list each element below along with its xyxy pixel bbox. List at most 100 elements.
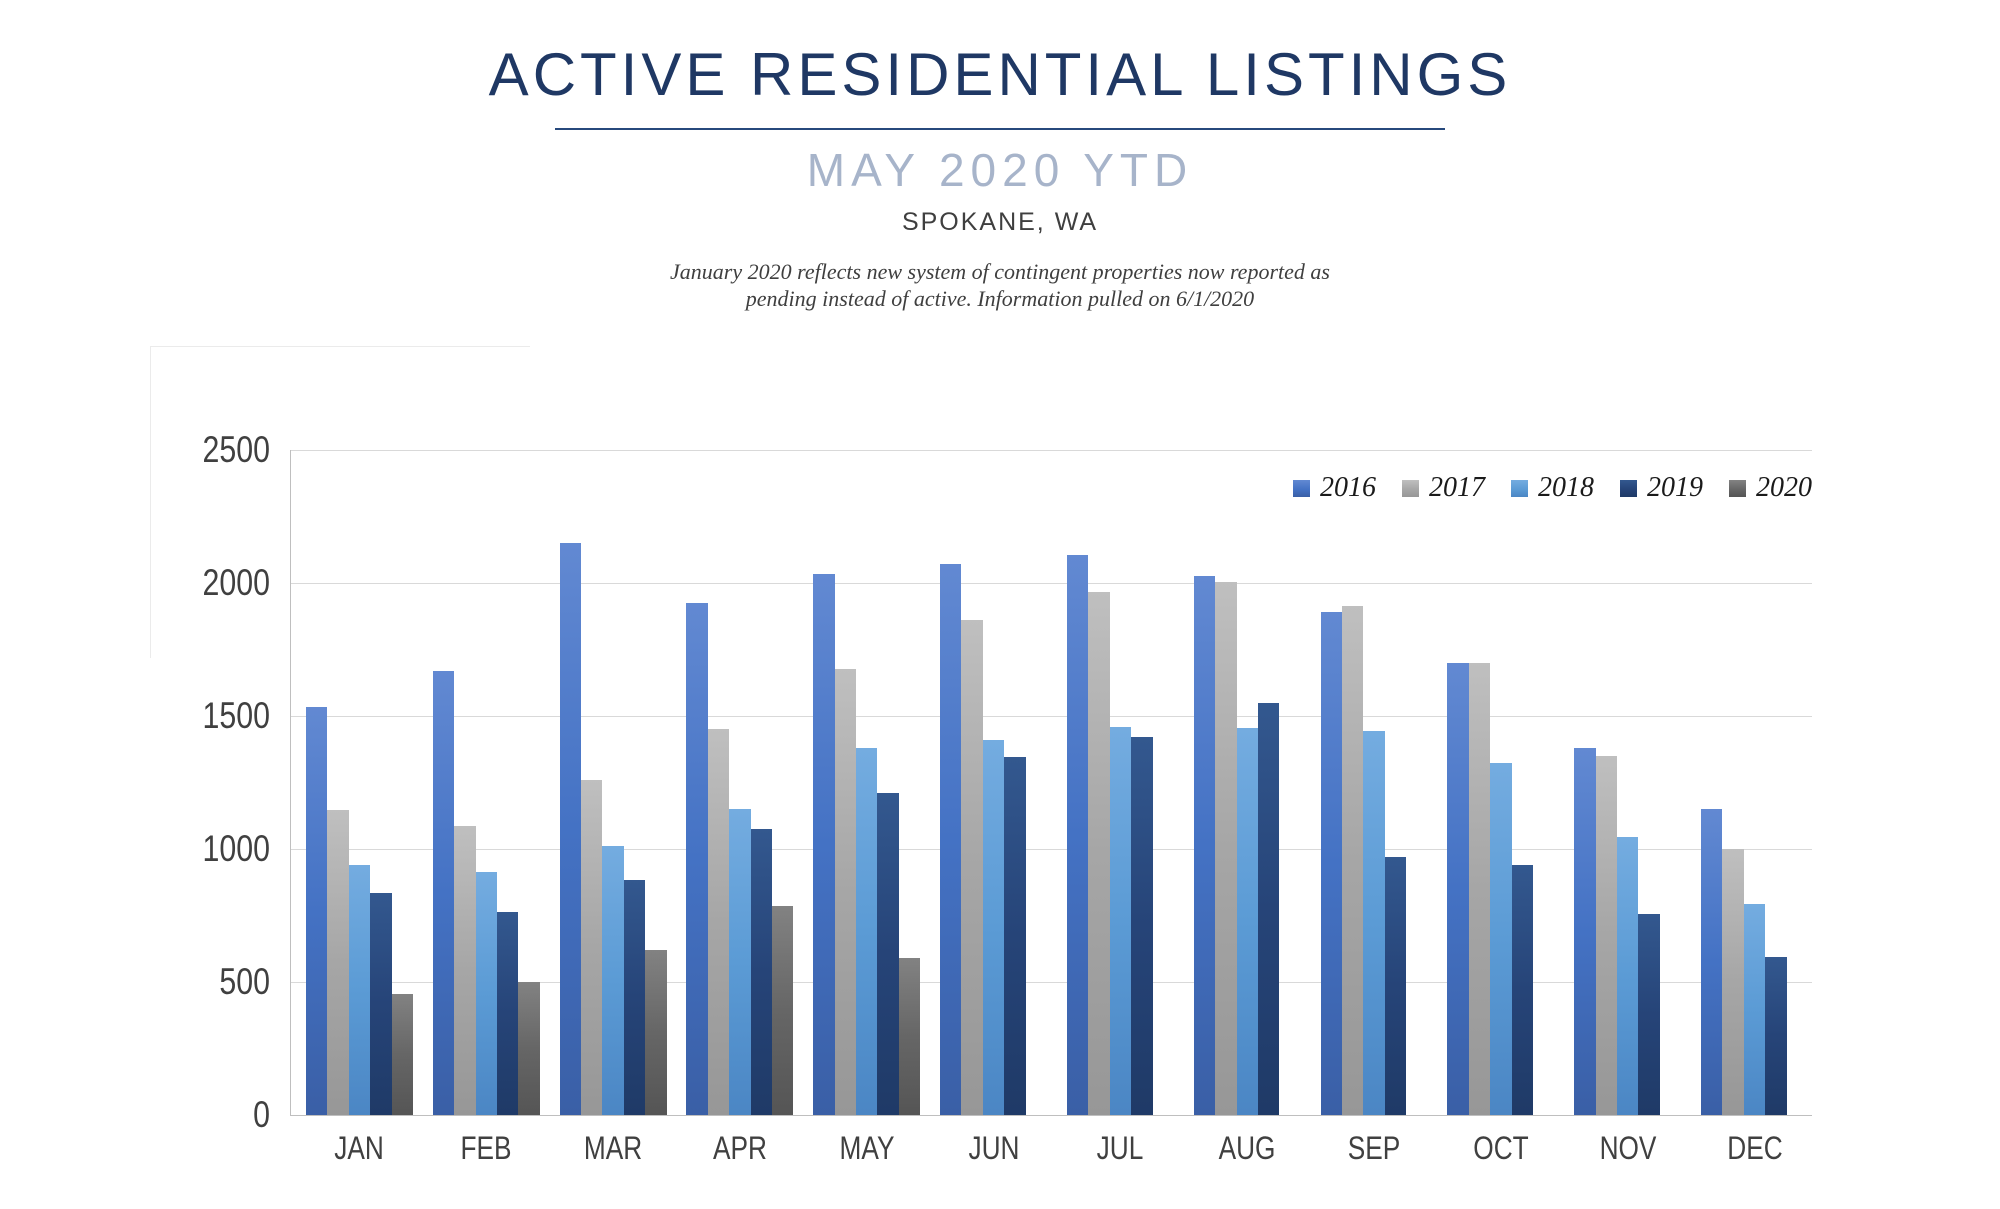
legend-label-2020: 2020 xyxy=(1756,472,1812,503)
legend-swatch-2020 xyxy=(1729,479,1746,497)
bar-2016-may xyxy=(813,573,835,1115)
x-axis-label-feb: FEB xyxy=(460,1130,512,1166)
bar-2017-feb xyxy=(454,826,476,1115)
legend-item-2018: 2018 xyxy=(1511,474,1594,502)
bar-2019-oct xyxy=(1511,864,1533,1115)
chart-legend: 2016 2017 2018 2019 2020 xyxy=(1293,474,1812,502)
bar-2017-dec xyxy=(1722,849,1744,1115)
y-axis-tick-500: 500 xyxy=(219,961,270,1002)
bar-2017-jul xyxy=(1088,592,1110,1115)
bar-2019-feb xyxy=(496,911,519,1115)
gridline-500 xyxy=(290,982,1812,983)
y-axis-tick-2500: 2500 xyxy=(202,429,270,470)
x-axis-line xyxy=(290,1115,1812,1116)
bar-2019-may xyxy=(877,793,899,1115)
y-axis-tick-1500: 1500 xyxy=(202,695,270,736)
bar-2019-dec xyxy=(1765,956,1787,1115)
x-axis-label-jul: JUL xyxy=(1097,1130,1144,1166)
bar-2016-feb xyxy=(432,670,455,1115)
page-title: ACTIVE RESIDENTIAL LISTINGS xyxy=(488,41,1512,108)
bar-2019-sep xyxy=(1384,856,1407,1115)
chart-frame-edge-left xyxy=(150,346,151,658)
bar-2018-jan xyxy=(348,864,371,1115)
legend-item-2019: 2019 xyxy=(1620,474,1703,502)
bar-2016-nov xyxy=(1574,747,1596,1115)
bar-2018-oct xyxy=(1490,762,1512,1115)
title-underline xyxy=(555,128,1445,130)
bar-2019-nov xyxy=(1638,914,1660,1115)
bar-2019-jan xyxy=(370,892,392,1115)
bar-2020-may xyxy=(898,958,921,1115)
bar-2018-dec xyxy=(1743,903,1766,1115)
x-axis-label-may: MAY xyxy=(839,1130,895,1166)
legend-item-2020: 2020 xyxy=(1729,474,1812,502)
bar-2016-mar xyxy=(559,543,581,1115)
legend-label-2016: 2016 xyxy=(1320,472,1376,503)
bar-2016-aug xyxy=(1193,576,1216,1115)
bar-2017-mar xyxy=(580,779,603,1115)
x-axis-label-apr: APR xyxy=(712,1130,767,1166)
chart-frame-edge-top xyxy=(150,346,530,347)
bar-2018-may xyxy=(856,747,878,1115)
x-axis-label-nov: NOV xyxy=(1599,1130,1657,1166)
legend-swatch-2017 xyxy=(1402,479,1419,497)
bar-2016-jun xyxy=(940,564,962,1115)
legend-item-2016: 2016 xyxy=(1293,474,1376,502)
bar-2017-aug xyxy=(1215,581,1237,1115)
bar-2018-aug xyxy=(1236,727,1258,1115)
bar-2020-apr xyxy=(772,906,794,1115)
page-subtitle: MAY 2020 YTD xyxy=(806,144,1194,196)
legend-label-2017: 2017 xyxy=(1429,472,1485,503)
y-axis-tick-1000: 1000 xyxy=(202,828,270,869)
x-axis-label-oct: OCT xyxy=(1473,1130,1529,1166)
y-axis-tick-0: 0 xyxy=(253,1094,270,1135)
x-axis-label-mar: MAR xyxy=(583,1130,643,1166)
legend-swatch-2016 xyxy=(1293,479,1310,497)
bar-2018-mar xyxy=(602,846,624,1115)
gridline-1000 xyxy=(290,849,1812,850)
x-axis-label-jan: JAN xyxy=(334,1130,385,1166)
x-axis-label-jun: JUN xyxy=(968,1130,1020,1166)
bar-2019-apr xyxy=(750,829,772,1115)
footnote-line-2: pending instead of active. Information p… xyxy=(745,286,1255,311)
y-axis-tick-2000: 2000 xyxy=(202,562,270,603)
bar-2018-jul xyxy=(1109,726,1132,1115)
bar-2018-sep xyxy=(1363,730,1385,1115)
legend-swatch-2019 xyxy=(1620,479,1637,497)
bar-2017-nov xyxy=(1595,755,1618,1115)
bar-2017-apr xyxy=(707,729,730,1115)
gridline-2000 xyxy=(290,583,1812,584)
gridline-2500 xyxy=(290,450,1812,451)
footnote-line-1: January 2020 reflects new system of cont… xyxy=(670,259,1330,284)
bar-2020-mar xyxy=(645,950,667,1115)
gridline-1500 xyxy=(290,716,1812,717)
bar-2019-aug xyxy=(1257,702,1280,1115)
bar-2019-jul xyxy=(1131,737,1153,1115)
legend-swatch-2018 xyxy=(1511,479,1528,497)
bar-2016-oct xyxy=(1447,662,1469,1115)
x-axis-label-aug: AUG xyxy=(1218,1130,1276,1166)
legend-label-2019: 2019 xyxy=(1647,472,1703,503)
bar-2019-mar xyxy=(623,879,646,1115)
bar-2020-feb xyxy=(518,982,540,1115)
bar-2018-feb xyxy=(475,871,497,1115)
bar-2017-jan xyxy=(327,810,349,1115)
bar-2017-oct xyxy=(1468,662,1491,1115)
bar-2018-apr xyxy=(729,809,751,1115)
x-axis-label-dec: DEC xyxy=(1726,1130,1783,1166)
legend-label-2018: 2018 xyxy=(1538,472,1594,503)
footnote: January 2020 reflects new system of cont… xyxy=(0,258,2000,312)
bar-2016-dec xyxy=(1701,809,1723,1115)
location-label: SPOKANE, WA xyxy=(901,208,1099,236)
bar-2016-jul xyxy=(1066,555,1089,1115)
bar-2017-may xyxy=(834,669,857,1115)
bar-2018-jun xyxy=(982,739,1005,1115)
bar-2018-nov xyxy=(1617,837,1639,1115)
bar-2020-jan xyxy=(391,993,413,1115)
bar-2019-jun xyxy=(1004,757,1026,1115)
y-axis-line xyxy=(290,450,291,1116)
legend-item-2017: 2017 xyxy=(1402,474,1485,502)
bar-2017-jun xyxy=(961,620,983,1115)
bar-2016-jan xyxy=(305,706,328,1115)
